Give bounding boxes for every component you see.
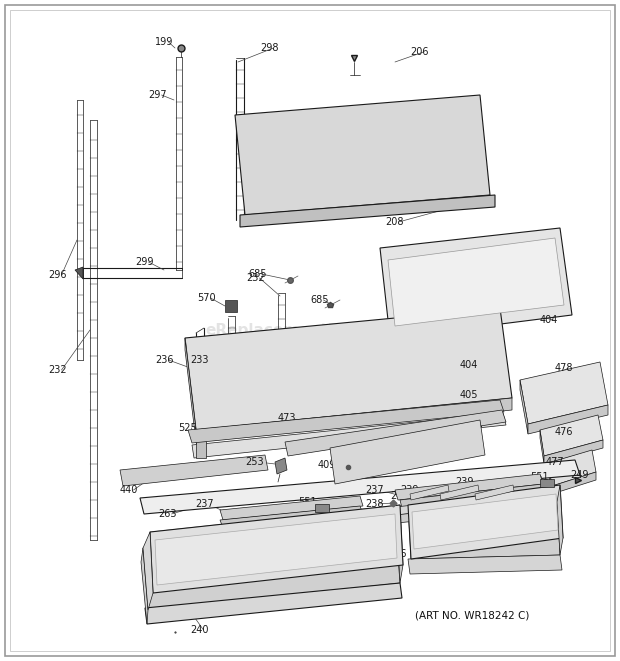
Polygon shape <box>145 583 402 624</box>
Text: eReplacementParts.com: eReplacementParts.com <box>206 323 414 338</box>
Polygon shape <box>143 532 153 610</box>
Polygon shape <box>548 450 596 486</box>
Polygon shape <box>220 496 363 520</box>
Text: 478: 478 <box>555 363 574 373</box>
Polygon shape <box>395 474 543 500</box>
Text: 236: 236 <box>155 355 174 365</box>
Polygon shape <box>540 430 544 464</box>
Polygon shape <box>408 485 563 559</box>
Polygon shape <box>188 400 504 443</box>
Text: 232: 232 <box>48 365 66 375</box>
Polygon shape <box>235 95 490 215</box>
Text: 249: 249 <box>570 470 588 480</box>
Polygon shape <box>196 398 512 442</box>
Text: eReplacementParts: eReplacementParts <box>446 273 514 283</box>
Text: 242: 242 <box>448 447 467 457</box>
Polygon shape <box>155 514 397 585</box>
Polygon shape <box>143 520 400 610</box>
Text: 298: 298 <box>260 43 278 53</box>
Text: 232: 232 <box>246 273 265 283</box>
Text: 297: 297 <box>148 90 167 100</box>
Polygon shape <box>520 362 608 424</box>
Polygon shape <box>548 463 552 494</box>
Text: 244: 244 <box>465 419 484 429</box>
Polygon shape <box>220 506 363 528</box>
Polygon shape <box>330 420 485 484</box>
Text: 240: 240 <box>152 563 171 573</box>
Text: 250: 250 <box>448 432 467 442</box>
Polygon shape <box>150 505 403 593</box>
Text: 199: 199 <box>155 37 174 47</box>
Polygon shape <box>140 460 580 514</box>
Text: 551: 551 <box>530 472 549 482</box>
Text: 404: 404 <box>460 360 479 370</box>
Text: 208: 208 <box>385 217 404 227</box>
Polygon shape <box>380 228 572 338</box>
Text: 233: 233 <box>190 355 208 365</box>
Text: 238: 238 <box>365 499 384 509</box>
Text: 246: 246 <box>388 549 407 559</box>
Polygon shape <box>185 308 512 430</box>
Polygon shape <box>475 485 514 500</box>
Polygon shape <box>552 472 596 494</box>
Text: 473: 473 <box>465 405 484 415</box>
Text: 246: 246 <box>528 483 546 493</box>
Polygon shape <box>250 500 542 538</box>
Text: 525: 525 <box>178 423 197 433</box>
Polygon shape <box>408 555 562 574</box>
Polygon shape <box>544 440 603 464</box>
Polygon shape <box>185 338 196 442</box>
Polygon shape <box>557 485 563 555</box>
Text: 570: 570 <box>197 293 216 303</box>
Polygon shape <box>141 548 148 624</box>
Text: 476: 476 <box>555 427 574 437</box>
Text: 239: 239 <box>455 477 474 487</box>
Text: 685: 685 <box>248 269 267 279</box>
Text: 206: 206 <box>410 47 428 57</box>
Text: 405: 405 <box>460 390 479 400</box>
Text: 296: 296 <box>48 270 66 280</box>
Polygon shape <box>250 492 542 530</box>
Polygon shape <box>412 494 558 549</box>
Polygon shape <box>440 485 479 500</box>
Text: 440: 440 <box>120 485 138 495</box>
Polygon shape <box>75 267 83 279</box>
Text: (ART NO. WR18242 C): (ART NO. WR18242 C) <box>415 610 529 620</box>
Text: 241: 241 <box>232 521 250 531</box>
Polygon shape <box>397 505 403 583</box>
Bar <box>196 440 206 458</box>
Bar <box>225 300 237 312</box>
Polygon shape <box>285 410 506 456</box>
Text: 404: 404 <box>540 315 559 325</box>
Text: 299: 299 <box>135 257 154 267</box>
Polygon shape <box>408 502 560 559</box>
Text: 237: 237 <box>365 485 384 495</box>
Text: 685: 685 <box>310 295 329 305</box>
Polygon shape <box>388 238 564 326</box>
Polygon shape <box>410 485 449 500</box>
Bar <box>540 479 554 487</box>
Polygon shape <box>240 195 495 227</box>
Polygon shape <box>192 413 506 458</box>
Text: 263: 263 <box>158 509 177 519</box>
Polygon shape <box>528 405 608 434</box>
Text: 240: 240 <box>522 493 541 503</box>
Polygon shape <box>400 484 546 508</box>
Text: 239: 239 <box>400 485 419 495</box>
Polygon shape <box>120 455 268 486</box>
Text: 253: 253 <box>245 457 264 467</box>
Text: 473: 473 <box>278 413 296 423</box>
Text: 551: 551 <box>298 497 317 507</box>
Text: 477: 477 <box>546 457 565 467</box>
Polygon shape <box>275 458 287 474</box>
Bar <box>315 504 329 512</box>
Text: 409: 409 <box>318 460 337 470</box>
Text: 241: 241 <box>390 491 409 501</box>
Polygon shape <box>520 380 528 434</box>
Polygon shape <box>540 415 603 456</box>
Text: 237: 237 <box>195 499 214 509</box>
Text: 240: 240 <box>190 625 208 635</box>
